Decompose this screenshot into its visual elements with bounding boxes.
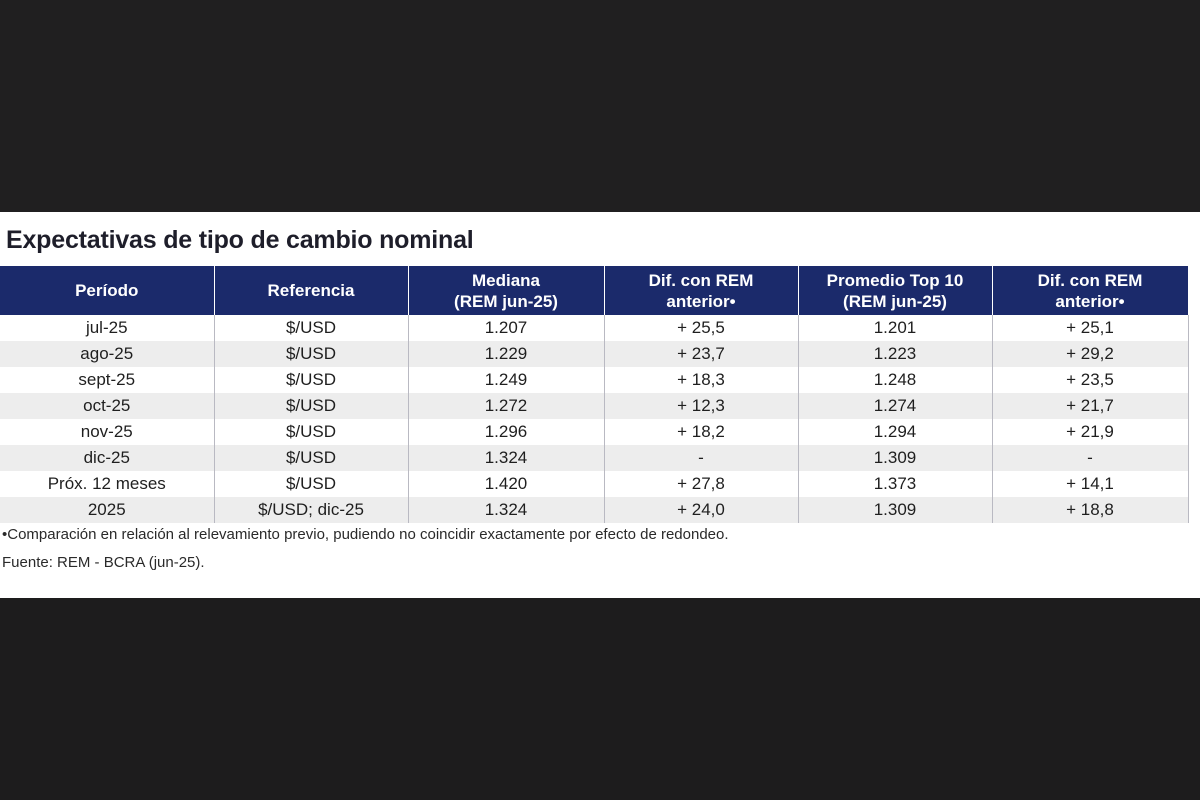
- cell-promedio-top10: 1.309: [797, 445, 993, 471]
- cell-mediana: 1.296: [407, 419, 605, 445]
- table-row: Próx. 12 meses $/USD 1.420 + 27,8 1.373 …: [0, 471, 1189, 497]
- table-title: Expectativas de tipo de cambio nominal: [6, 226, 474, 254]
- cell-referencia: $/USD; dic-25: [213, 497, 409, 523]
- cell-mediana: 1.207: [407, 315, 605, 341]
- cell-promedio-top10: 1.248: [797, 367, 993, 393]
- header-mediana-line1: Mediana: [471, 270, 541, 290]
- header-mediana-line2: (REM jun-25): [454, 291, 558, 311]
- cell-dif-mediana: + 27,8: [603, 471, 799, 497]
- cell-dif-top10: + 18,8: [991, 497, 1189, 523]
- cell-dif-top10: + 23,5: [991, 367, 1189, 393]
- cell-promedio-top10: 1.309: [797, 497, 993, 523]
- cell-periodo: dic-25: [0, 445, 215, 471]
- infographic-panel: Expectativas de tipo de cambio nominal P…: [0, 212, 1200, 598]
- footnote: •Comparación en relación al relevamiento…: [2, 526, 729, 543]
- header-dif-top10: Dif. con REM anterior•: [991, 266, 1189, 315]
- cell-dif-top10: + 21,9: [991, 419, 1189, 445]
- cell-mediana: 1.229: [407, 341, 605, 367]
- cell-dif-mediana: + 24,0: [603, 497, 799, 523]
- table-row: dic-25 $/USD 1.324 - 1.309 -: [0, 445, 1189, 471]
- cell-promedio-top10: 1.223: [797, 341, 993, 367]
- cell-periodo: sept-25: [0, 367, 215, 393]
- cell-dif-mediana: + 23,7: [603, 341, 799, 367]
- cell-periodo: jul-25: [0, 315, 215, 341]
- table-row: ago-25 $/USD 1.229 + 23,7 1.223 + 29,2: [0, 341, 1189, 367]
- header-promedio-line1: Promedio Top 10: [826, 270, 964, 290]
- table-header-row: Período Referencia Mediana (REM jun-25) …: [0, 266, 1189, 315]
- cell-dif-mediana: -: [603, 445, 799, 471]
- cell-periodo: oct-25: [0, 393, 215, 419]
- top-dark-band: [0, 0, 1200, 212]
- header-promedio-line2: (REM jun-25): [843, 291, 947, 311]
- cell-promedio-top10: 1.373: [797, 471, 993, 497]
- cell-dif-mediana: + 18,2: [603, 419, 799, 445]
- header-dif-top10-line2: anterior•: [1055, 291, 1125, 311]
- cell-mediana: 1.324: [407, 497, 605, 523]
- cell-promedio-top10: 1.274: [797, 393, 993, 419]
- cell-dif-top10: + 29,2: [991, 341, 1189, 367]
- cell-referencia: $/USD: [213, 419, 409, 445]
- header-dif-top10-line1: Dif. con REM: [1037, 270, 1143, 290]
- cell-mediana: 1.272: [407, 393, 605, 419]
- exchange-rate-expectations-table: Período Referencia Mediana (REM jun-25) …: [0, 266, 1189, 523]
- cell-mediana: 1.420: [407, 471, 605, 497]
- header-mediana: Mediana (REM jun-25): [407, 266, 605, 315]
- cell-periodo: nov-25: [0, 419, 215, 445]
- cell-dif-mediana: + 25,5: [603, 315, 799, 341]
- cell-referencia: $/USD: [213, 341, 409, 367]
- header-referencia-label: Referencia: [267, 281, 355, 300]
- cell-dif-top10: + 14,1: [991, 471, 1189, 497]
- cell-periodo: ago-25: [0, 341, 215, 367]
- cell-dif-mediana: + 12,3: [603, 393, 799, 419]
- header-periodo: Período: [0, 266, 215, 315]
- cell-referencia: $/USD: [213, 315, 409, 341]
- table-row: nov-25 $/USD 1.296 + 18,2 1.294 + 21,9: [0, 419, 1189, 445]
- cell-mediana: 1.249: [407, 367, 605, 393]
- table-row: oct-25 $/USD 1.272 + 12,3 1.274 + 21,7: [0, 393, 1189, 419]
- header-dif-mediana-line1: Dif. con REM: [648, 270, 754, 290]
- cell-periodo: 2025: [0, 497, 215, 523]
- cell-promedio-top10: 1.201: [797, 315, 993, 341]
- cell-dif-mediana: + 18,3: [603, 367, 799, 393]
- bottom-dark-band: [0, 598, 1200, 800]
- header-periodo-label: Período: [75, 281, 139, 300]
- source-note: Fuente: REM - BCRA (jun-25).: [2, 554, 205, 571]
- header-dif-mediana: Dif. con REM anterior•: [603, 266, 799, 315]
- cell-referencia: $/USD: [213, 367, 409, 393]
- cell-dif-top10: + 21,7: [991, 393, 1189, 419]
- table-row: jul-25 $/USD 1.207 + 25,5 1.201 + 25,1: [0, 315, 1189, 341]
- cell-referencia: $/USD: [213, 471, 409, 497]
- header-promedio-top10: Promedio Top 10 (REM jun-25): [797, 266, 993, 315]
- cell-dif-top10: -: [991, 445, 1189, 471]
- cell-dif-top10: + 25,1: [991, 315, 1189, 341]
- cell-referencia: $/USD: [213, 393, 409, 419]
- header-referencia: Referencia: [213, 266, 409, 315]
- cell-promedio-top10: 1.294: [797, 419, 993, 445]
- table-row: sept-25 $/USD 1.249 + 18,3 1.248 + 23,5: [0, 367, 1189, 393]
- cell-periodo: Próx. 12 meses: [0, 471, 215, 497]
- header-dif-mediana-line2: anterior•: [666, 291, 736, 311]
- table-row: 2025 $/USD; dic-25 1.324 + 24,0 1.309 + …: [0, 497, 1189, 523]
- cell-mediana: 1.324: [407, 445, 605, 471]
- cell-referencia: $/USD: [213, 445, 409, 471]
